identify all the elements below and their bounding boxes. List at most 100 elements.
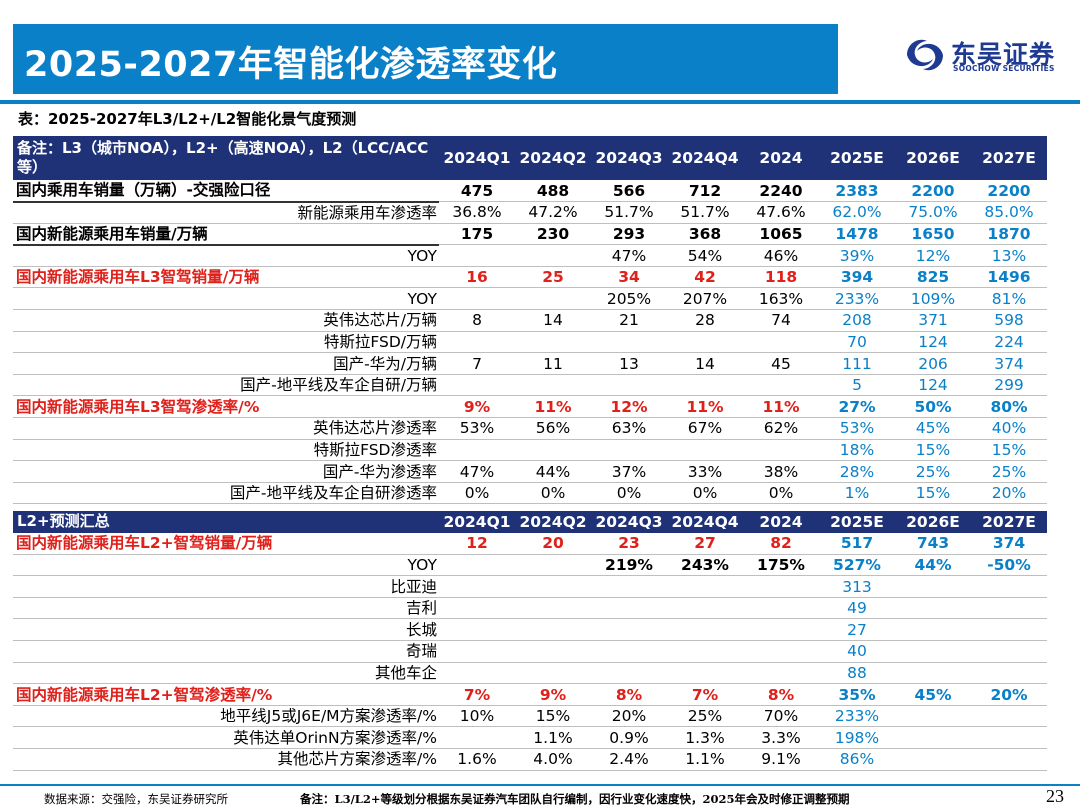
table-cell bbox=[743, 618, 819, 642]
table-cell bbox=[515, 554, 591, 577]
column-header: 2025E bbox=[819, 511, 895, 533]
l3-forecast-table: 备注：L3（城市NOA），L2+（高速NOA），L2（LCC/ACC等） 2024… bbox=[13, 136, 1047, 505]
table-cell bbox=[591, 597, 667, 620]
table-cell: 111 bbox=[819, 352, 895, 375]
table-cell: 2383 bbox=[819, 180, 895, 203]
table-cell: 75.0% bbox=[895, 201, 971, 224]
table-cell: 208 bbox=[819, 309, 895, 332]
table-row: 吉利 49 bbox=[13, 597, 1047, 620]
table-cell: 23 bbox=[591, 532, 667, 555]
table-cell: 11% bbox=[667, 395, 743, 419]
row-label: 国产-地平线及车企自研渗透率 bbox=[13, 482, 439, 505]
table-cell bbox=[895, 705, 971, 728]
column-header: 2027E bbox=[971, 511, 1047, 533]
table-cell: 1.3% bbox=[667, 726, 743, 750]
table-cell bbox=[895, 662, 971, 685]
table-cell: 46% bbox=[743, 244, 819, 267]
table-cell: 566 bbox=[591, 180, 667, 203]
soochow-logo-icon bbox=[907, 39, 943, 71]
table-row: 国内新能源乘用车L2+智驾销量/万辆 12 20 23 27 82 517 743 374 bbox=[13, 532, 1047, 555]
table-cell: 25 bbox=[515, 266, 591, 289]
table-row: 英伟达单OrinN方案渗透率/% 1.1% 0.9% 1.3% 3.3% 198% bbox=[13, 726, 1047, 750]
page-number: 23 bbox=[1046, 786, 1064, 806]
row-label: 国内乘用车销量（万辆）-交强险口径 bbox=[13, 180, 439, 203]
table-cell: 20% bbox=[971, 683, 1047, 706]
table-cell bbox=[591, 575, 667, 598]
table-cell bbox=[895, 575, 971, 598]
column-header: 2026E bbox=[895, 511, 971, 533]
table-cell: 49 bbox=[819, 597, 895, 620]
row-label: 英伟达单OrinN方案渗透率/% bbox=[13, 726, 439, 750]
table-cell: 25% bbox=[667, 705, 743, 728]
table-cell: 9% bbox=[515, 683, 591, 706]
table-cell: 11% bbox=[515, 395, 591, 419]
table-cell: 7% bbox=[439, 683, 515, 706]
table-cell bbox=[895, 748, 971, 771]
table-cell: 38% bbox=[743, 460, 819, 483]
table-cell bbox=[667, 597, 743, 620]
table-cell: 313 bbox=[819, 575, 895, 598]
table-cell: 8% bbox=[591, 683, 667, 706]
table-cell: 47% bbox=[591, 244, 667, 267]
table-cell: 50% bbox=[895, 395, 971, 419]
table-cell bbox=[515, 640, 591, 663]
table-cell bbox=[971, 726, 1047, 750]
table-cell bbox=[591, 331, 667, 354]
table-cell: 39% bbox=[819, 244, 895, 267]
table-cell: 15% bbox=[971, 439, 1047, 462]
table-cell: 45 bbox=[743, 352, 819, 375]
table-cell bbox=[439, 575, 515, 598]
table-cell bbox=[743, 597, 819, 620]
table-cell bbox=[515, 244, 591, 267]
table-cell: 9% bbox=[439, 395, 515, 419]
table-cell bbox=[591, 618, 667, 642]
table-cell: 1% bbox=[819, 482, 895, 505]
table-row: 国内新能源乘用车L3智驾销量/万辆 16 25 34 42 118 394 825 1496 bbox=[13, 266, 1047, 289]
table-cell: 11 bbox=[515, 352, 591, 375]
data-source: 数据来源：交强险，东吴证券研究所 bbox=[44, 792, 228, 806]
table-cell bbox=[591, 640, 667, 663]
table-cell: 825 bbox=[895, 266, 971, 289]
table-cell: 12% bbox=[591, 395, 667, 419]
table-cell: 11% bbox=[743, 395, 819, 419]
table-cell: 243% bbox=[667, 554, 743, 577]
table-cell bbox=[439, 640, 515, 663]
table-header-row: 备注：L3（城市NOA），L2+（高速NOA），L2（LCC/ACC等） 2024… bbox=[13, 136, 1047, 180]
table-cell: 25% bbox=[971, 460, 1047, 483]
table-cell: 40 bbox=[819, 640, 895, 663]
table-cell bbox=[515, 287, 591, 311]
logo-english-name: SOOCHOW SECURITIES bbox=[953, 64, 1055, 73]
table-cell: 2240 bbox=[743, 180, 819, 203]
table-cell: 0% bbox=[591, 482, 667, 505]
row-label: 国产-华为/万辆 bbox=[13, 352, 439, 375]
table-row: 地平线J5或J6E/M方案渗透率/% 10% 15% 20% 25% 70% 233% bbox=[13, 705, 1047, 728]
table-cell bbox=[743, 640, 819, 663]
table-cell: 219% bbox=[591, 554, 667, 577]
table-cell: 206 bbox=[895, 352, 971, 375]
column-header: 2024Q3 bbox=[591, 136, 667, 180]
row-label: YOY bbox=[13, 554, 439, 577]
table-row: 国内乘用车销量（万辆）-交强险口径 475 488 566 712 2240 2383 220… bbox=[13, 180, 1047, 203]
table-cell: 1.1% bbox=[515, 726, 591, 750]
table-cell: 293 bbox=[591, 223, 667, 246]
table-cell: 4.0% bbox=[515, 748, 591, 771]
column-header: 2024Q1 bbox=[439, 136, 515, 180]
table-caption: 表：2025-2027年L3/L2+/L2智能化景气度预测 bbox=[18, 110, 357, 128]
table-cell: 74 bbox=[743, 309, 819, 332]
table-cell: 488 bbox=[515, 180, 591, 203]
table-cell: 13% bbox=[971, 244, 1047, 267]
table-row: 国内新能源乘用车L3智驾渗透率/% 9% 11% 12% 11% 11% 27% 50% 80% bbox=[13, 395, 1047, 419]
row-label: 长城 bbox=[13, 618, 439, 642]
table-cell bbox=[743, 662, 819, 685]
table-cell bbox=[895, 597, 971, 620]
table-cell: 34 bbox=[591, 266, 667, 289]
table-cell: 1.6% bbox=[439, 748, 515, 771]
table-cell: 163% bbox=[743, 287, 819, 311]
table-cell: 743 bbox=[895, 532, 971, 555]
table-row: 国内新能源乘用车L2+智驾渗透率/% 7% 9% 8% 7% 8% 35% 45% 20% bbox=[13, 683, 1047, 706]
table-cell bbox=[439, 618, 515, 642]
table-cell: 53% bbox=[819, 417, 895, 440]
table-row: 国产-地平线及车企自研渗透率 0% 0% 0% 0% 0% 1% 15% 20% bbox=[13, 482, 1047, 505]
table-cell: 51.7% bbox=[667, 201, 743, 224]
column-header: 2024Q4 bbox=[667, 511, 743, 533]
